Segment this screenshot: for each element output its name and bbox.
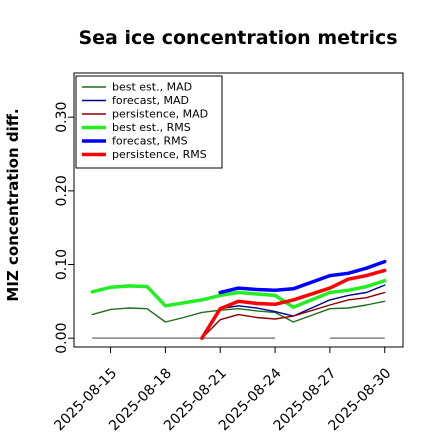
legend-label: forecast, MAD — [112, 94, 189, 107]
series-line-4 — [218, 259, 387, 295]
series-line-3 — [90, 278, 387, 309]
legend-label: persistence, MAD — [112, 108, 208, 121]
y-axis-label: MIZ concentration diff. — [4, 108, 22, 301]
legend-box — [75, 75, 223, 169]
plot-area — [73, 72, 404, 348]
legend-label: forecast, RMS — [112, 135, 188, 148]
legend-label: best est., MAD — [112, 81, 192, 94]
plot-frame — [73, 72, 404, 348]
legend-label: best est., RMS — [112, 121, 191, 134]
series-line-0 — [91, 300, 386, 323]
legend-label: persistence, RMS — [112, 148, 207, 161]
y-tick-label: 0.10 — [54, 249, 70, 280]
y-tick-label: 0.00 — [54, 323, 70, 354]
y-tick-label: 0.30 — [54, 102, 70, 133]
series-lines — [90, 259, 387, 340]
series-line-5 — [200, 268, 387, 340]
series-line-2 — [201, 291, 386, 339]
chart-title: Sea ice concentration metrics — [78, 27, 397, 49]
y-tick-label: 0.20 — [54, 175, 70, 206]
